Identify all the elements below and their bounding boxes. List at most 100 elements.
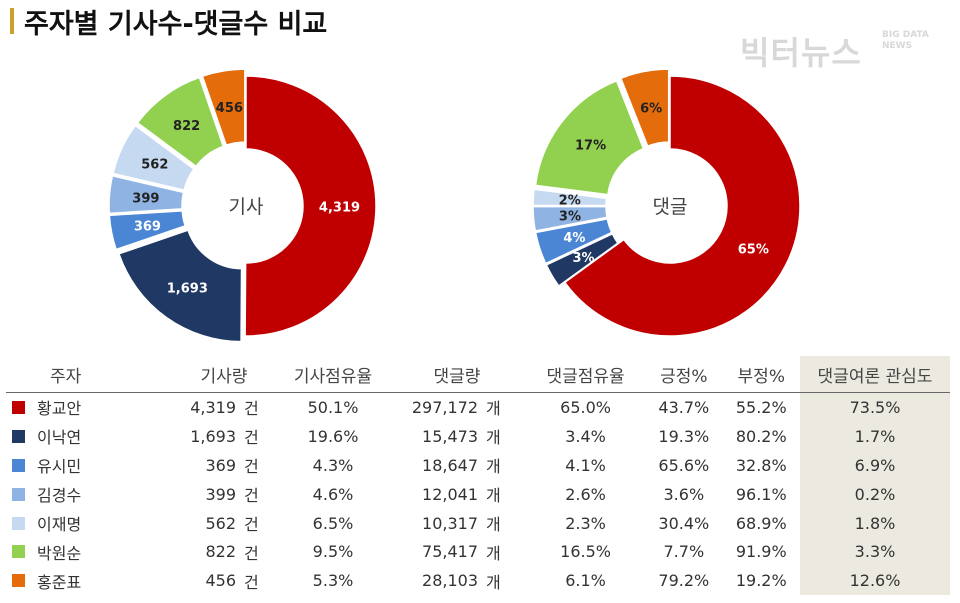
brand-logo: 빅터뉴스 BIG DATA NEWS: [740, 28, 930, 72]
table-row: 유시민 369 건 4.3% 18,647 개 4.1% 65.6% 32.8% 6.9%: [6, 450, 950, 480]
negative-value: 91.9%: [735, 542, 787, 562]
interest-value: 1.7%: [800, 421, 950, 451]
table-row: 이낙연 1,693 건 19.6% 15,473 개 3.4% 19.3% 80.2% 1.7%: [6, 421, 950, 451]
candidate-name: 홍준표: [37, 572, 82, 592]
donut-slice-박원순: [534, 79, 645, 196]
candidate-cell: 이낙연: [6, 422, 170, 451]
candidate-name: 김경수: [37, 486, 82, 506]
donut-slice-홍준표: [201, 68, 246, 147]
negative-value: 55.2%: [735, 397, 787, 417]
donut-data-label: 399: [132, 192, 159, 207]
donut-data-label: 6%: [640, 101, 662, 116]
comment-share-value: 65.0%: [560, 397, 611, 417]
comments-value: 18,647: [422, 455, 478, 475]
logo-sub-text: BIG DATA NEWS: [882, 30, 929, 51]
legend-swatch: [12, 516, 25, 530]
donut-data-label: 2%: [559, 194, 581, 209]
donut-slice-박원순: [136, 76, 225, 168]
article-share-value: 4.3%: [312, 455, 354, 475]
articles-donut-chart: 4,319 1,693 369 399 562 822 456 기사: [108, 68, 377, 343]
header-comment-share: 댓글점유율: [526, 356, 646, 393]
positive-value: 65.6%: [658, 455, 710, 475]
negative-value: 80.2%: [735, 426, 787, 446]
donut-slice-이재명: [112, 124, 195, 191]
article-share-value: 6.5%: [312, 513, 354, 533]
interest-value: 0.2%: [800, 479, 950, 509]
logo-main-text: 빅터뉴스: [740, 34, 862, 72]
negative-value: 32.8%: [735, 455, 787, 475]
candidate-name: 박원순: [37, 543, 82, 563]
donut-data-label: 4%: [563, 231, 585, 246]
article-share-value: 50.1%: [307, 397, 359, 417]
candidate-cell: 홍준표: [6, 566, 170, 595]
header-interest: 댓글여론 관심도: [800, 356, 950, 393]
candidate-cell: 이재명: [6, 509, 170, 538]
donut-data-label: 562: [141, 158, 168, 173]
interest-value: 3.3%: [800, 537, 950, 567]
article-share-value: 5.3%: [312, 571, 354, 591]
comments-unit: 개: [486, 486, 501, 506]
comments-unit: 개: [486, 399, 501, 419]
comments-value: 297,172: [411, 397, 478, 417]
donut-slice-김경수: [532, 205, 608, 232]
comments-value: 75,417: [422, 542, 478, 562]
positive-value: 43.7%: [658, 397, 710, 417]
header-articles: 기사량: [170, 356, 278, 393]
negative-value: 96.1%: [735, 484, 787, 504]
donut-data-label: 822: [173, 119, 200, 134]
donut-data-label: 456: [216, 101, 243, 116]
articles-value: 4,319: [190, 397, 236, 417]
table-row: 황교안 4,319 건 50.1% 297,172 개 65.0% 43.7% 55.2% 73.…: [6, 392, 950, 422]
legend-swatch: [12, 429, 25, 443]
positive-value: 79.2%: [658, 571, 710, 591]
comments-unit: 개: [486, 428, 501, 448]
comment-share-value: 6.1%: [565, 571, 606, 591]
legend-swatch: [12, 458, 25, 472]
candidate-name: 유시민: [37, 457, 82, 477]
title-accent-bar: [10, 8, 14, 34]
donut-slice-홍준표: [619, 68, 670, 148]
candidate-cell: 김경수: [6, 480, 170, 509]
legend-swatch: [12, 545, 25, 559]
donut-slice-김경수: [108, 174, 185, 215]
comments-unit: 개: [486, 543, 501, 563]
articles-value: 399: [205, 484, 236, 504]
articles-unit: 건: [244, 572, 259, 592]
candidate-cell: 유시민: [6, 451, 170, 480]
negative-value: 68.9%: [735, 513, 787, 533]
donut-data-label: 4,319: [319, 200, 360, 215]
comments-unit: 개: [486, 572, 501, 592]
comment-share-value: 4.1%: [565, 455, 606, 475]
articles-value: 562: [205, 513, 236, 533]
candidate-name: 황교안: [37, 399, 82, 419]
positive-value: 3.6%: [663, 484, 705, 504]
articles-value: 822: [205, 542, 236, 562]
interest-value: 12.6%: [800, 566, 950, 596]
interest-value: 73.5%: [800, 392, 950, 422]
table-row: 박원순 822 건 9.5% 75,417 개 16.5% 7.7% 91.9% 3.3%: [6, 537, 950, 567]
comments-value: 28,103: [422, 571, 478, 591]
comments-value: 12,041: [422, 484, 478, 504]
comment-share-value: 3.4%: [565, 426, 606, 446]
donut-slice-이재명: [532, 188, 608, 207]
article-share-value: 4.6%: [312, 484, 354, 504]
legend-swatch: [12, 487, 25, 501]
candidate-name: 이재명: [37, 515, 82, 534]
interest-value: 6.9%: [800, 450, 950, 480]
table-header-row: 주자 기사량 기사점유율 댓글량 댓글점유율 긍정% 부정% 댓글여론 관심도: [6, 356, 950, 393]
donut-slice-이낙연: [545, 232, 619, 288]
header-article-share: 기사점유율: [278, 356, 388, 393]
donut-data-label: 1,693: [167, 282, 208, 297]
comparison-table: 주자 기사량 기사점유율 댓글량 댓글점유율 긍정% 부정% 댓글여론 관심도 …: [6, 356, 950, 596]
donut-data-label: 65%: [738, 242, 769, 257]
donut-data-label: 369: [134, 220, 161, 235]
articles-unit: 건: [244, 543, 259, 563]
donut-data-label: 17%: [575, 138, 606, 153]
articles-unit: 건: [244, 457, 259, 477]
comments-value: 15,473: [422, 426, 478, 446]
comments-unit: 개: [486, 457, 501, 477]
articles-value: 1,693: [190, 426, 236, 446]
article-share-value: 9.5%: [312, 542, 354, 562]
header-comments: 댓글량: [388, 356, 526, 393]
interest-value: 1.8%: [800, 508, 950, 538]
